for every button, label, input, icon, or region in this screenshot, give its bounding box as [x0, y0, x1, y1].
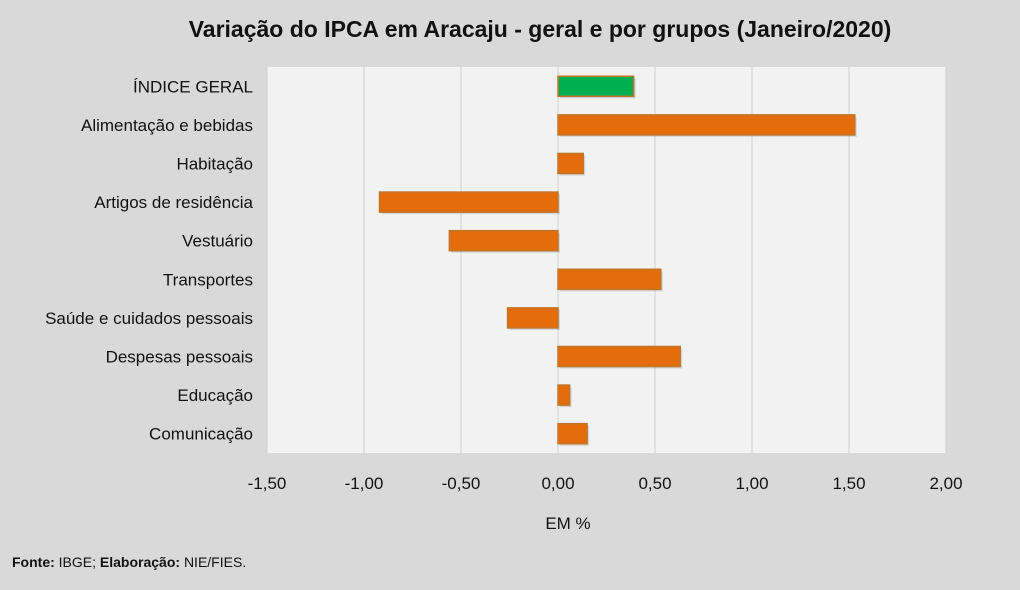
- chart-title: Variação do IPCA em Aracaju - geral e po…: [188, 16, 892, 42]
- x-tick-label: 2,00: [929, 474, 962, 493]
- category-label: ÍNDICE GERAL: [133, 77, 253, 96]
- category-label: Saúde e cuidados pessoais: [45, 309, 253, 328]
- bar: [557, 152, 584, 175]
- category-label: Transportes: [163, 270, 253, 289]
- bar: [378, 191, 559, 213]
- category-label: Alimentação e bebidas: [81, 116, 253, 135]
- source-label: Fonte:: [12, 554, 55, 570]
- x-tick-label: 1,50: [832, 474, 865, 493]
- bar: [557, 114, 856, 136]
- category-label: Habitação: [176, 155, 253, 174]
- x-axis-label: EM %: [545, 514, 590, 533]
- bar: [557, 75, 635, 98]
- category-labels: ÍNDICE GERAL Alimentação e bebidas Habitaç…: [45, 77, 253, 443]
- elaboration-label: Elaboração:: [99, 554, 181, 570]
- source-note: Fonte: IBGE; Elaboração: NIE/FIES.: [12, 554, 246, 570]
- category-label: Artigos de residência: [94, 193, 253, 212]
- x-tick-labels: -1,50 -1,00 -0,50 0,00 0,50 1,00 1,50 2,00: [248, 474, 963, 493]
- category-label: Vestuário: [182, 232, 253, 251]
- bar: [557, 422, 588, 445]
- bar: [557, 345, 681, 368]
- x-tick-label: -1,00: [345, 474, 384, 493]
- category-label: Comunicação: [149, 425, 253, 444]
- x-tick-label: 0,00: [541, 474, 574, 493]
- x-tick-label: 0,50: [638, 474, 671, 493]
- x-tick-label: -1,50: [248, 474, 287, 493]
- bar: [557, 384, 571, 406]
- category-label: Despesas pessoais: [106, 348, 253, 367]
- x-tick-label: -0,50: [442, 474, 481, 493]
- elaboration-value: NIE/FIES.: [183, 554, 247, 570]
- bar: [506, 307, 559, 329]
- x-tick-label: 1,00: [735, 474, 768, 493]
- bar: [557, 268, 662, 291]
- category-label: Educação: [177, 386, 253, 405]
- bar: [448, 229, 559, 252]
- bars: [378, 75, 857, 446]
- source-value: IBGE;: [58, 554, 97, 570]
